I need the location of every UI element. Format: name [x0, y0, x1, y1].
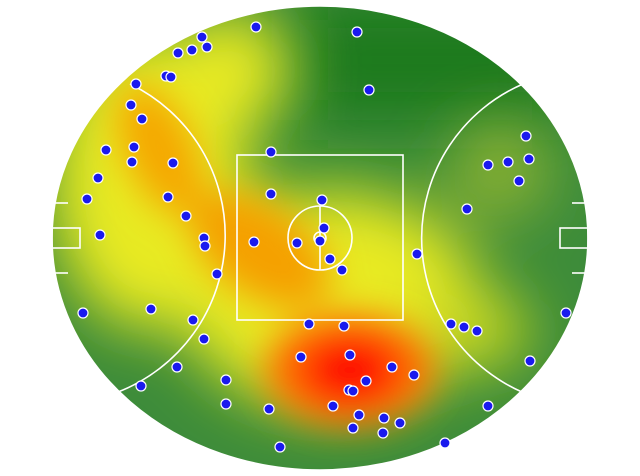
point	[248, 236, 260, 248]
point	[100, 144, 112, 156]
point	[265, 146, 277, 158]
point	[81, 193, 93, 205]
point	[171, 361, 183, 373]
heatmap	[52, 6, 588, 470]
point	[94, 229, 106, 241]
point	[327, 400, 339, 412]
point	[162, 191, 174, 203]
point	[353, 409, 365, 421]
point	[560, 307, 572, 319]
point	[130, 78, 142, 90]
point	[274, 441, 286, 453]
point	[411, 248, 423, 260]
point	[523, 153, 535, 165]
point	[344, 349, 356, 361]
point	[513, 175, 525, 187]
point	[461, 203, 473, 215]
point	[351, 26, 363, 38]
point	[196, 31, 208, 43]
point	[338, 320, 350, 332]
point	[187, 314, 199, 326]
point	[220, 374, 232, 386]
point	[265, 188, 277, 200]
point	[377, 427, 389, 439]
point	[386, 361, 398, 373]
point	[263, 403, 275, 415]
point	[291, 237, 303, 249]
point	[201, 41, 213, 53]
point	[408, 369, 420, 381]
point	[165, 71, 177, 83]
point	[336, 264, 348, 276]
point	[471, 325, 483, 337]
point	[92, 172, 104, 184]
point	[136, 113, 148, 125]
point	[250, 21, 262, 33]
point	[167, 157, 179, 169]
point	[145, 303, 157, 315]
point	[303, 318, 315, 330]
point	[394, 417, 406, 429]
point	[458, 321, 470, 333]
point	[316, 194, 328, 206]
point	[360, 375, 372, 387]
point	[128, 141, 140, 153]
point	[324, 253, 336, 265]
point	[347, 385, 359, 397]
field-lines	[51, 5, 589, 471]
point	[186, 44, 198, 56]
point	[524, 355, 536, 367]
point	[502, 156, 514, 168]
point	[445, 318, 457, 330]
point	[211, 268, 223, 280]
point	[198, 333, 210, 345]
point	[77, 307, 89, 319]
point	[347, 422, 359, 434]
point	[135, 380, 147, 392]
point	[314, 235, 326, 247]
point	[126, 156, 138, 168]
point	[180, 210, 192, 222]
point	[199, 240, 211, 252]
point	[378, 412, 390, 424]
point	[439, 437, 451, 449]
point	[125, 99, 137, 111]
point	[363, 84, 375, 96]
point	[318, 222, 330, 234]
point	[520, 130, 532, 142]
point	[220, 398, 232, 410]
point	[172, 47, 184, 59]
point	[482, 159, 494, 171]
point	[295, 351, 307, 363]
point	[482, 400, 494, 412]
